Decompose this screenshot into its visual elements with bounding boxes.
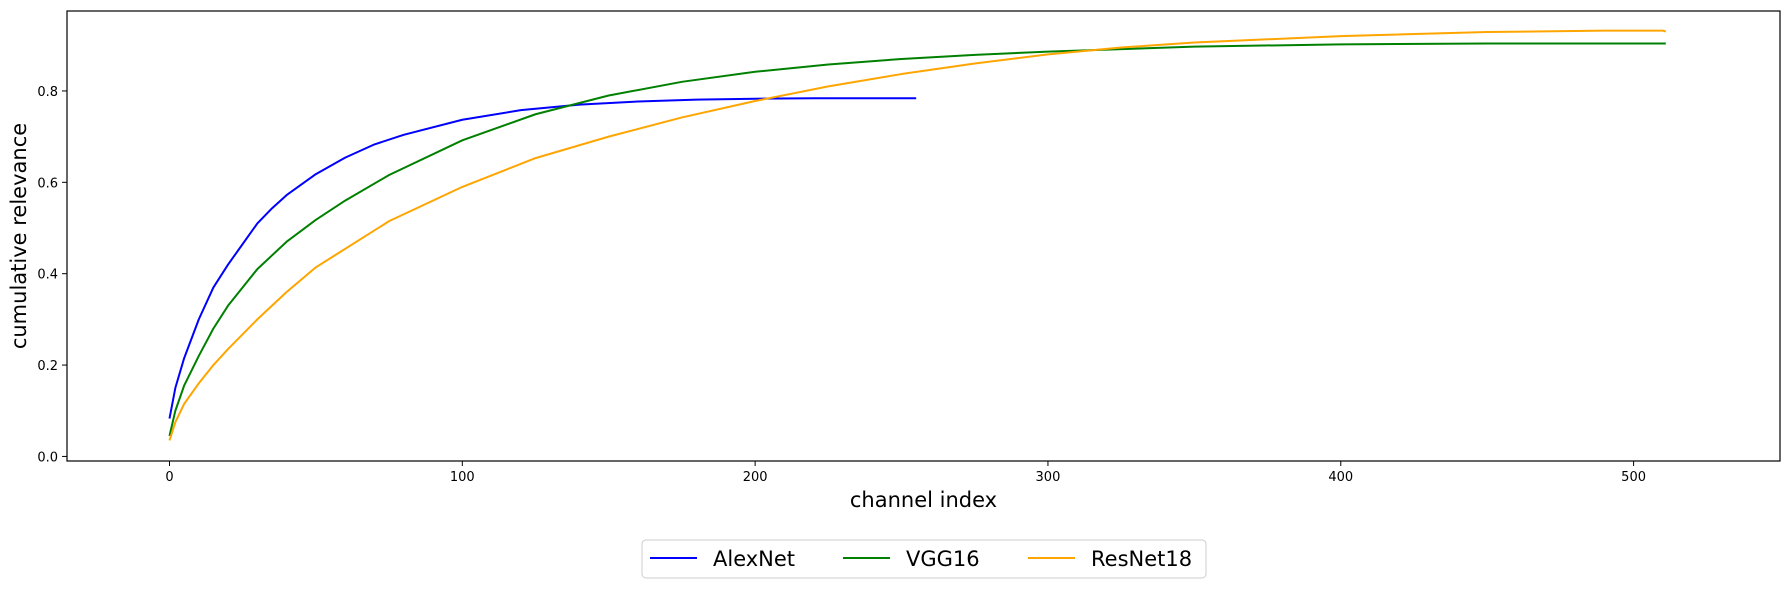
y-tick-label: 0.2 <box>37 359 58 374</box>
legend-label: AlexNet <box>713 547 795 571</box>
y-axis: 0.0 0.2 0.4 0.6 0.8 <box>37 85 67 465</box>
legend-box <box>641 539 1207 579</box>
x-tick-label: 500 <box>1621 470 1646 485</box>
y-tick-label: 0.0 <box>37 450 58 465</box>
plot-frame <box>66 10 1781 462</box>
x-tick-label: 200 <box>743 470 768 485</box>
x-tick-label: 400 <box>1328 470 1353 485</box>
x-tick-label: 100 <box>450 470 475 485</box>
legend-label: ResNet18 <box>1091 547 1192 571</box>
x-tick-label: 300 <box>1036 470 1061 485</box>
x-axis-label: channel index <box>850 488 997 512</box>
y-tick-label: 0.6 <box>37 176 58 191</box>
x-tick-label: 0 <box>165 470 173 485</box>
series-line-resnet18 <box>168 29 1667 441</box>
y-tick-label: 0.8 <box>37 85 58 100</box>
x-axis: 0 100 200 300 400 500 <box>165 461 1646 485</box>
legend-label: VGG16 <box>906 547 980 571</box>
legend: AlexNet VGG16 ResNet18 <box>641 539 1207 579</box>
series-line-alexnet <box>168 97 917 419</box>
y-tick-label: 0.4 <box>37 268 58 283</box>
y-axis-label: cumulative relevance <box>7 123 31 349</box>
series-layer <box>168 29 1667 441</box>
series-line-vgg16 <box>168 42 1666 437</box>
